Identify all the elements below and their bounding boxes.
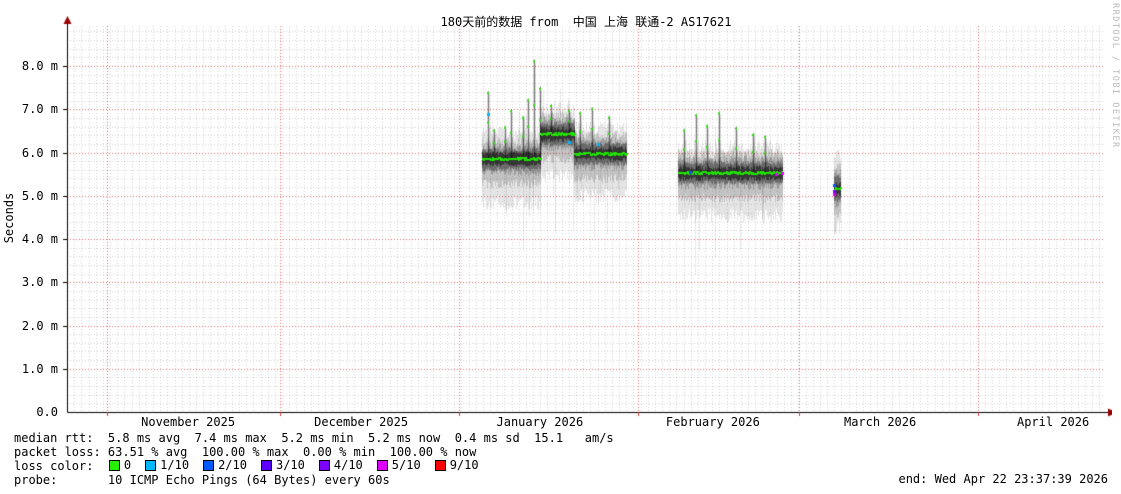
loss-legend-label: 0 — [123, 458, 132, 473]
loss-color-swatch — [318, 459, 330, 471]
loss-color-legend: 0 1/10 2/10 3/10 4/10 5/10 9/10 — [108, 458, 492, 474]
loss-legend-item: 9/10 — [434, 458, 479, 472]
probe-row: probe: 10 ICMP Echo Pings (64 Bytes) eve… — [14, 473, 614, 487]
y-tick-label: 4.0 m — [21, 232, 58, 246]
loss-legend-item: 3/10 — [260, 458, 305, 472]
x-tick-label: November 2025 — [141, 415, 236, 429]
loss-color-swatch — [260, 459, 272, 471]
loss-color-row: loss color: 0 1/10 2/10 3/10 4/10 5/10 9/10 — [14, 458, 614, 474]
loss-color-swatch — [108, 459, 120, 471]
end-timestamp: end: Wed Apr 22 23:37:39 2026 — [898, 472, 1108, 486]
loss-legend-label: 3/10 — [275, 458, 305, 473]
y-tick-label: 0.0 — [36, 405, 58, 419]
loss-legend-label: 4/10 — [333, 458, 363, 473]
loss-color-swatch — [203, 459, 215, 471]
loss-legend-item: 1/10 — [144, 458, 189, 472]
median-rtt-row: median rtt: 5.8 ms avg 7.4 ms max 5.2 ms… — [14, 431, 614, 445]
loss-legend-item: 4/10 — [318, 458, 363, 472]
loss-legend-item: 5/10 — [376, 458, 421, 472]
loss-legend-label: 9/10 — [449, 458, 479, 473]
x-tick-label: March 2026 — [843, 415, 917, 429]
packet-loss-row: packet loss: 63.51 % avg 100.00 % max 0.… — [14, 445, 614, 459]
x-tick-label: February 2026 — [665, 415, 760, 429]
y-tick-label: 6.0 m — [21, 145, 58, 160]
packet-loss-values: 63.51 % avg 100.00 % max 0.00 % min 100.… — [107, 445, 477, 459]
loss-legend-label: 1/10 — [160, 458, 190, 473]
rrdtool-watermark: RRDTOOL / TOBI OETIKER — [1110, 3, 1120, 149]
loss-legend-item: 0 — [108, 458, 131, 472]
stats-block: median rtt: 5.8 ms avg 7.4 ms max 5.2 ms… — [14, 431, 614, 487]
y-tick-label: 1.0 m — [21, 361, 58, 376]
x-tick-label: December 2025 — [314, 415, 409, 429]
latency-smoke-plot-canvas — [60, 16, 1112, 422]
packet-loss-label: packet loss: — [14, 445, 108, 459]
loss-color-label: loss color: — [14, 459, 108, 473]
loss-color-swatch — [145, 459, 157, 471]
median-rtt-values: 5.8 ms avg 7.4 ms max 5.2 ms min 5.2 ms … — [107, 431, 614, 445]
loss-color-swatch — [434, 459, 446, 471]
y-tick-label: 3.0 m — [21, 275, 58, 290]
x-tick-label: April 2026 — [1016, 415, 1090, 429]
loss-legend-label: 2/10 — [218, 458, 247, 473]
y-tick-label: 8.0 m — [21, 59, 58, 73]
loss-legend-item: 2/10 — [202, 458, 247, 472]
probe-label: probe: — [14, 473, 108, 487]
probe-value: 10 ICMP Echo Pings (64 Bytes) every 60s — [107, 473, 390, 487]
loss-color-swatch — [376, 459, 388, 471]
loss-legend-label: 5/10 — [391, 458, 421, 473]
y-tick-label: 2.0 m — [21, 318, 58, 333]
median-rtt-label: median rtt: — [14, 431, 108, 445]
y-tick-label: 5.0 m — [21, 188, 58, 203]
x-tick-label: January 2026 — [496, 415, 584, 429]
y-tick-label: 7.0 m — [21, 102, 58, 117]
